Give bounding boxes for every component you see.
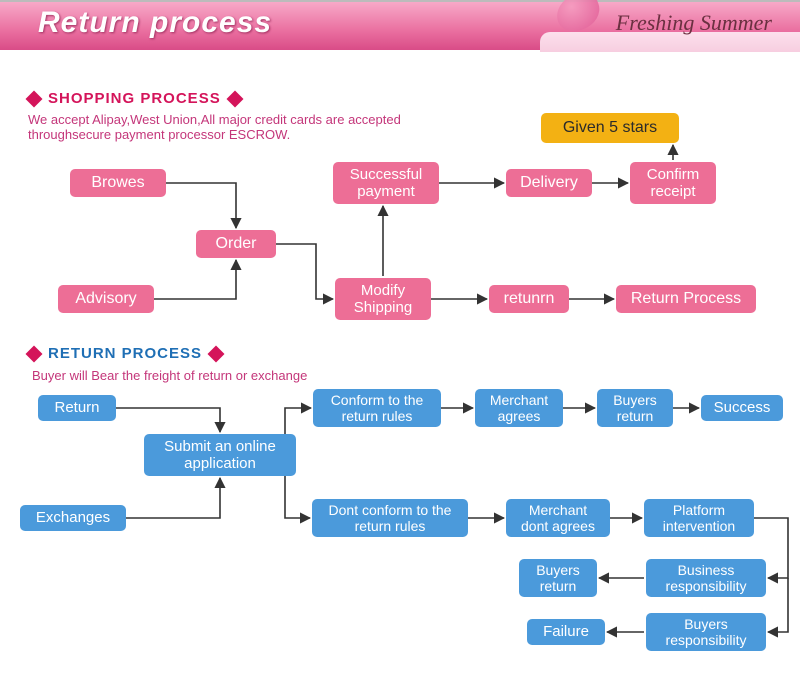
node-confirm: Confirmreceipt: [630, 162, 716, 204]
page-header: Return process Freshing Summer: [0, 0, 800, 50]
section-title-text: RETURN PROCESS: [48, 345, 202, 362]
node-b_ret1: Buyersreturn: [597, 389, 673, 427]
node-return: Return: [38, 395, 116, 421]
node-conform: Conform to thereturn rules: [313, 389, 441, 427]
diamond-icon: [26, 90, 43, 107]
petal-decoration: [551, 0, 605, 36]
section-subtitle-shopping: We accept Alipay,West Union,All major cr…: [28, 112, 448, 142]
section-title-text: SHOPPING PROCESS: [48, 90, 221, 107]
section-title-return: RETURN PROCESS: [28, 345, 222, 362]
node-retproc: Return Process: [616, 285, 756, 313]
page-title: Return process: [38, 6, 272, 40]
node-succpay: Successfulpayment: [333, 162, 439, 204]
arrow: [116, 408, 220, 432]
diamond-icon: [26, 345, 43, 362]
node-biz_resp: Businessresponsibility: [646, 559, 766, 597]
node-modship: ModifyShipping: [335, 278, 431, 320]
node-failure: Failure: [527, 619, 605, 645]
node-buy_resp: Buyersresponsibility: [646, 613, 766, 651]
node-platform: Platformintervention: [644, 499, 754, 537]
section-title-shopping: SHOPPING PROCESS: [28, 90, 241, 107]
node-exch: Exchanges: [20, 505, 126, 531]
node-submit: Submit an onlineapplication: [144, 434, 296, 476]
node-order: Order: [196, 230, 276, 258]
section-subtitle-return: Buyer will Bear the freight of return or…: [32, 368, 452, 383]
node-success: Success: [701, 395, 783, 421]
arrow: [166, 183, 236, 228]
node-retunrn: retunrn: [489, 285, 569, 313]
node-advisory: Advisory: [58, 285, 154, 313]
node-b_ret2: Buyersreturn: [519, 559, 597, 597]
arrow: [768, 578, 788, 632]
arrow: [276, 244, 333, 299]
node-m_dont: Merchantdont agrees: [506, 499, 610, 537]
arrow: [126, 478, 220, 518]
arrow: [154, 260, 236, 299]
node-delivery: Delivery: [506, 169, 592, 197]
page-tagline: Freshing Summer: [616, 10, 772, 36]
node-stars: Given 5 stars: [541, 113, 679, 143]
diagram-canvas: SHOPPING PROCESS We accept Alipay,West Un…: [0, 50, 800, 679]
diamond-icon: [226, 90, 243, 107]
diamond-icon: [208, 345, 225, 362]
node-browes: Browes: [70, 169, 166, 197]
node-m_agree: Merchantagrees: [475, 389, 563, 427]
node-dontconf: Dont conform to thereturn rules: [312, 499, 468, 537]
